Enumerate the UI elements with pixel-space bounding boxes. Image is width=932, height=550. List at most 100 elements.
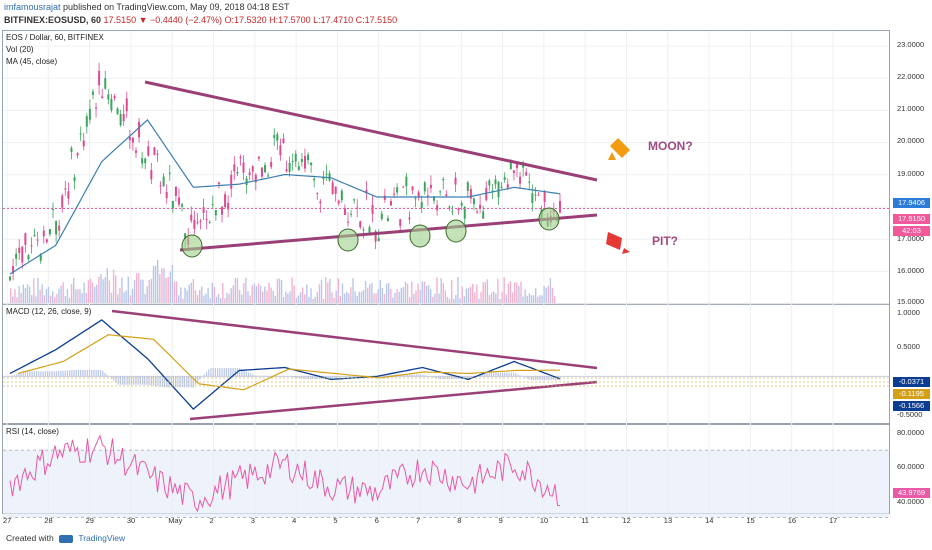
candle-body bbox=[472, 198, 475, 205]
volume-bar bbox=[314, 296, 316, 303]
price-tag-last: 17.5150 bbox=[893, 214, 930, 224]
volume-bar bbox=[306, 284, 308, 303]
candle-body bbox=[423, 182, 426, 192]
volume-bar bbox=[209, 298, 211, 303]
candle-body bbox=[174, 186, 177, 196]
volume-bar bbox=[83, 282, 85, 303]
symbol-line: BITFINEX:EOSUSD, 60 17.5150 ▼ −0.4440 (−… bbox=[4, 15, 397, 25]
candle-body bbox=[214, 209, 217, 216]
rsi-y-axis: 80.0000 60.0000 40.0000 bbox=[891, 424, 932, 514]
volume-bar bbox=[182, 298, 184, 303]
volume-bar bbox=[251, 285, 253, 303]
volume-bar bbox=[102, 279, 104, 303]
candle-body bbox=[88, 108, 91, 120]
volume-bar bbox=[41, 284, 43, 303]
histogram-tag: -0.1566 bbox=[893, 401, 930, 411]
volume-bar bbox=[94, 286, 96, 303]
volume-bar bbox=[459, 298, 461, 303]
x-tick-label: 3 bbox=[250, 516, 255, 525]
volume-bar bbox=[89, 278, 92, 303]
volume-bar bbox=[465, 288, 468, 303]
volume-bar bbox=[385, 283, 388, 303]
candle-body bbox=[491, 190, 494, 192]
pit-annotation: PIT? bbox=[652, 234, 678, 248]
volume-bar bbox=[520, 281, 522, 303]
author-link[interactable]: imfamousrajat bbox=[4, 2, 61, 12]
price-legend-ma: MA (45, close) bbox=[6, 57, 58, 66]
candle-body bbox=[276, 134, 279, 141]
volume-bar bbox=[421, 281, 423, 303]
volume-bar bbox=[43, 295, 45, 303]
candle-body bbox=[537, 194, 540, 196]
volume-bar bbox=[100, 274, 102, 303]
volume-bar bbox=[98, 276, 100, 303]
volume-bar bbox=[203, 295, 205, 303]
y-tick: -0.5000 bbox=[897, 410, 923, 419]
volume-bar bbox=[289, 291, 291, 303]
volume-bar bbox=[551, 287, 554, 303]
volume-bar bbox=[545, 287, 547, 303]
candle-body bbox=[457, 208, 460, 211]
candle-body bbox=[469, 188, 472, 199]
volume-bar bbox=[516, 282, 518, 303]
candle-body bbox=[396, 187, 399, 193]
volume-bar bbox=[509, 281, 512, 303]
trendline-lower bbox=[179, 213, 598, 252]
candle-body bbox=[230, 174, 233, 189]
volume-bar bbox=[215, 296, 218, 303]
volume-bar bbox=[404, 281, 407, 303]
volume-bar bbox=[35, 296, 37, 303]
volume-bar bbox=[375, 293, 377, 303]
candle-body bbox=[417, 192, 420, 198]
candle-body bbox=[559, 200, 561, 213]
y-tick: 23.0000 bbox=[897, 40, 925, 49]
y-tick: 40.0000 bbox=[897, 497, 925, 506]
macd-trendline-upper bbox=[111, 309, 598, 370]
candle-body bbox=[291, 160, 294, 162]
volume-bar bbox=[66, 289, 69, 303]
volume-bar bbox=[121, 277, 123, 303]
volume-bar bbox=[205, 293, 207, 303]
volume-bar bbox=[530, 295, 533, 303]
volume-bar bbox=[207, 287, 209, 303]
x-tick-label: 14 bbox=[705, 516, 714, 525]
candle-body bbox=[294, 153, 297, 162]
x-tick-label: 2 bbox=[209, 516, 214, 525]
volume-bar bbox=[20, 292, 22, 303]
candle-body bbox=[15, 253, 18, 259]
price-legend-vol: Vol (20) bbox=[6, 45, 34, 54]
volume-bar bbox=[388, 282, 390, 303]
volume-bar bbox=[358, 291, 360, 303]
volume-bar bbox=[62, 282, 64, 303]
footer-brand[interactable]: TradingView bbox=[78, 533, 126, 543]
volume-bar bbox=[339, 295, 342, 303]
candle-body bbox=[515, 163, 518, 169]
candle-body bbox=[534, 194, 537, 196]
volume-bar bbox=[293, 285, 295, 303]
volume-bar bbox=[511, 292, 514, 303]
volume-bar bbox=[96, 284, 98, 303]
volume-bar bbox=[350, 287, 352, 303]
volume-bar bbox=[119, 287, 121, 303]
candle-body bbox=[12, 266, 15, 274]
candle-body bbox=[328, 173, 331, 181]
volume-bar bbox=[528, 293, 531, 303]
volume-bar bbox=[364, 281, 367, 303]
volume-bar bbox=[161, 267, 163, 303]
support-touch-circle bbox=[337, 228, 359, 252]
volume-bar bbox=[165, 277, 167, 303]
volume-bar bbox=[490, 292, 493, 303]
candle-body bbox=[95, 107, 98, 109]
volume-bar bbox=[331, 292, 333, 303]
volume-bar bbox=[463, 296, 465, 303]
volume-bar bbox=[524, 289, 526, 303]
volume-bar bbox=[409, 297, 411, 303]
volume-bar bbox=[360, 291, 363, 303]
candle-body bbox=[451, 211, 454, 213]
volume-bar bbox=[249, 295, 251, 303]
candle-body bbox=[224, 194, 227, 207]
volume-bar bbox=[186, 290, 188, 303]
candle-body bbox=[30, 245, 33, 247]
volume-bar bbox=[495, 293, 497, 303]
